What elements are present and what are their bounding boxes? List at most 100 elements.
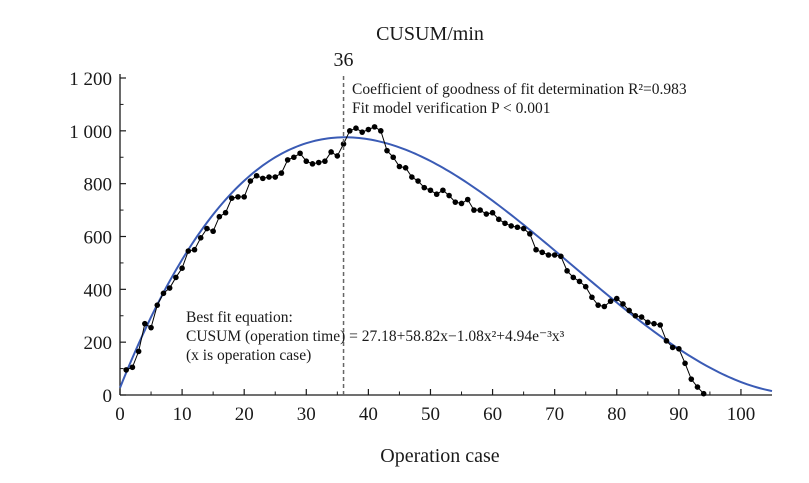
data-point: [129, 364, 136, 371]
data-point: [620, 301, 626, 307]
x-axis-label: Operation case: [380, 445, 500, 467]
x-tick-label: 30: [297, 404, 316, 425]
data-point: [595, 302, 601, 308]
data-point: [582, 283, 589, 290]
data-point: [651, 320, 657, 327]
cutoff-label: 36: [334, 49, 354, 71]
data-point: [322, 158, 328, 165]
data-point: [458, 200, 465, 207]
data-point: [489, 209, 496, 216]
data-point: [545, 252, 552, 258]
data-point: [228, 195, 235, 201]
data-point: [384, 147, 390, 154]
data-point: [558, 253, 564, 260]
data-point: [359, 129, 365, 135]
data-point: [446, 192, 452, 199]
data-point: [527, 231, 533, 237]
data-point: [700, 390, 707, 397]
data-point: [266, 174, 272, 180]
data-point: [241, 194, 247, 200]
data-point: [179, 265, 185, 272]
x-tick-label: 80: [607, 404, 626, 425]
data-point: [421, 184, 428, 191]
x-tick-label: 50: [421, 404, 440, 425]
data-point: [626, 307, 632, 314]
data-point: [601, 303, 608, 310]
data-point: [483, 211, 490, 217]
data-point: [166, 285, 173, 291]
data-point: [148, 324, 154, 331]
data-point: [520, 225, 527, 232]
x-tick-label: 20: [235, 404, 254, 425]
data-point: [551, 252, 558, 258]
y-tick-label: 1 000: [69, 122, 112, 143]
data-point: [297, 150, 303, 157]
chart-title: CUSUM/min: [376, 23, 484, 45]
data-point: [440, 187, 446, 194]
data-point: [464, 196, 471, 203]
y-tick-label: 0: [103, 386, 113, 407]
data-point: [309, 161, 316, 167]
x-tick-label: 40: [359, 404, 378, 425]
y-tick-label: 400: [84, 280, 113, 301]
data-point: [613, 295, 620, 302]
r2-annotation: Coefficient of goodness of fit determina…: [352, 81, 687, 98]
data-point: [365, 126, 372, 133]
data-point: [328, 149, 334, 155]
data-point: [688, 376, 695, 382]
data-point: [284, 157, 291, 163]
data-point: [154, 302, 161, 308]
y-tick-label: 800: [84, 175, 113, 196]
equation-variable-note: (x is operation case): [186, 347, 311, 364]
data-point: [123, 367, 130, 373]
data-point: [676, 345, 682, 352]
data-point: [222, 209, 229, 216]
data-point: [278, 170, 285, 176]
data-points-layer: [123, 124, 707, 397]
x-tick-label: 90: [669, 404, 688, 425]
data-point: [371, 124, 378, 130]
data-point: [663, 338, 670, 344]
data-point: [173, 274, 179, 281]
observed-line: [126, 126, 705, 395]
data-point: [160, 290, 167, 297]
data-point: [645, 319, 651, 326]
y-tick-label: 200: [84, 333, 113, 354]
fit-curve-layer: [119, 136, 773, 393]
data-point: [353, 125, 359, 131]
data-point: [334, 153, 341, 159]
data-point: [216, 213, 223, 220]
data-point: [291, 154, 297, 161]
data-point: [576, 278, 583, 285]
data-point: [694, 384, 701, 390]
x-tick-label: 100: [727, 404, 756, 425]
data-point: [346, 128, 353, 134]
data-point: [607, 298, 614, 305]
data-point: [409, 174, 415, 180]
data-point: [533, 246, 539, 253]
data-point: [247, 178, 254, 184]
data-point: [142, 320, 148, 327]
data-point: [471, 207, 477, 213]
data-point: [135, 348, 142, 355]
equation-formula: CUSUM (operation time) = 27.18+58.82x−1.…: [186, 328, 565, 345]
x-tick-label: 0: [115, 404, 125, 425]
data-point: [210, 228, 216, 235]
data-point: [340, 141, 347, 147]
data-point: [477, 207, 483, 213]
data-point: [570, 274, 577, 281]
equation-title: Best fit equation:: [186, 309, 293, 326]
data-point: [415, 178, 421, 184]
data-point: [402, 165, 409, 171]
cutoff-layer: 36: [334, 49, 354, 395]
data-point: [589, 294, 595, 301]
data-point: [452, 199, 459, 205]
data-point: [502, 220, 508, 227]
data-point: [253, 172, 260, 179]
y-tick-label: 1 200: [69, 69, 112, 90]
data-point: [204, 225, 210, 232]
data-point: [539, 249, 546, 256]
data-point: [632, 312, 639, 319]
data-point: [197, 235, 204, 241]
